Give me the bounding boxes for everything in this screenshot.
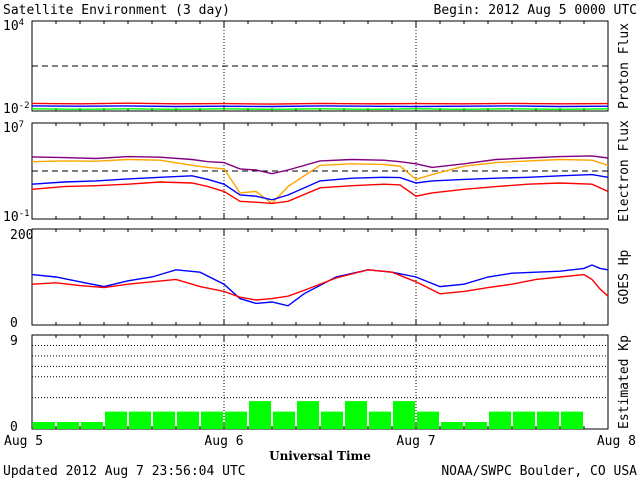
kp-bar <box>273 411 295 429</box>
y-tick-label: 0 <box>10 420 18 435</box>
y-tick-label: 0 <box>10 316 18 331</box>
chart-title: Satellite Environment (3 day) <box>3 3 230 18</box>
panel-4: 9 0 Estimated Kp <box>10 334 632 435</box>
kp-bar <box>537 411 559 429</box>
y-tick-label: 104 <box>3 18 24 34</box>
x-axis-label: Universal Time <box>269 449 371 463</box>
panel-y-label: Estimated Kp <box>617 335 632 429</box>
series-line-blue <box>31 264 609 307</box>
begin-time-label: Begin: 2012 Aug 5 0000 UTC <box>434 3 638 18</box>
y-tick-label: 10-1 <box>3 209 30 225</box>
kp-bar <box>105 411 127 429</box>
kp-bar <box>369 411 391 429</box>
series-line-purple <box>31 155 609 175</box>
kp-bar <box>33 422 55 429</box>
kp-bar <box>345 401 367 429</box>
kp-bar <box>249 401 271 429</box>
kp-bar <box>321 411 343 429</box>
y-tick-label: 10-2 <box>3 101 30 117</box>
y-tick-label: 9 <box>10 334 18 349</box>
x-tick-label: Aug 8 <box>597 434 636 449</box>
series-line-blue <box>31 105 609 108</box>
x-tick-label: Aug 7 <box>396 434 435 449</box>
series-line-red <box>31 181 609 205</box>
kp-bar <box>417 411 439 429</box>
series-line-orange <box>31 158 609 205</box>
series-line-blue <box>31 173 609 201</box>
x-tick-label: Aug 5 <box>4 434 43 449</box>
kp-bar <box>153 411 175 429</box>
x-tick-label: Aug 6 <box>204 434 243 449</box>
panel-y-label: Electron Flux <box>617 120 632 222</box>
kp-bar <box>57 422 79 429</box>
kp-bar <box>225 411 247 429</box>
panels-group: 104 10-2 Proton Flux 107 10-1 Electron Flux 20… <box>3 18 636 449</box>
panel-frame <box>31 122 609 220</box>
y-tick-label: 107 <box>3 120 24 136</box>
panel-frame <box>31 228 609 326</box>
kp-bar <box>489 411 511 429</box>
series-line-green <box>31 108 609 111</box>
kp-bar <box>297 401 319 429</box>
kp-bar <box>513 411 535 429</box>
kp-bar <box>561 411 583 429</box>
series-line-red <box>31 269 609 301</box>
kp-bar <box>129 411 151 429</box>
kp-bar <box>81 422 103 429</box>
panel-y-label: Proton Flux <box>617 23 632 109</box>
kp-bar <box>177 411 199 429</box>
kp-bar <box>393 401 415 429</box>
panel-1: 104 10-2 Proton Flux <box>3 18 632 117</box>
kp-bar <box>201 411 223 429</box>
y-tick-label: 200 <box>10 228 33 243</box>
credit-label: NOAA/SWPC Boulder, CO USA <box>441 464 637 479</box>
panel-frame <box>31 20 609 112</box>
kp-bar <box>465 422 487 429</box>
panel-3: 200 0 GOES Hp <box>10 228 632 331</box>
series-line-red <box>31 102 609 105</box>
updated-timestamp: Updated 2012 Aug 7 23:56:04 UTC <box>3 464 246 479</box>
panel-y-label: GOES Hp <box>617 249 632 304</box>
panel-2: 107 10-1 Electron Flux <box>3 120 632 225</box>
kp-bar <box>441 422 463 429</box>
